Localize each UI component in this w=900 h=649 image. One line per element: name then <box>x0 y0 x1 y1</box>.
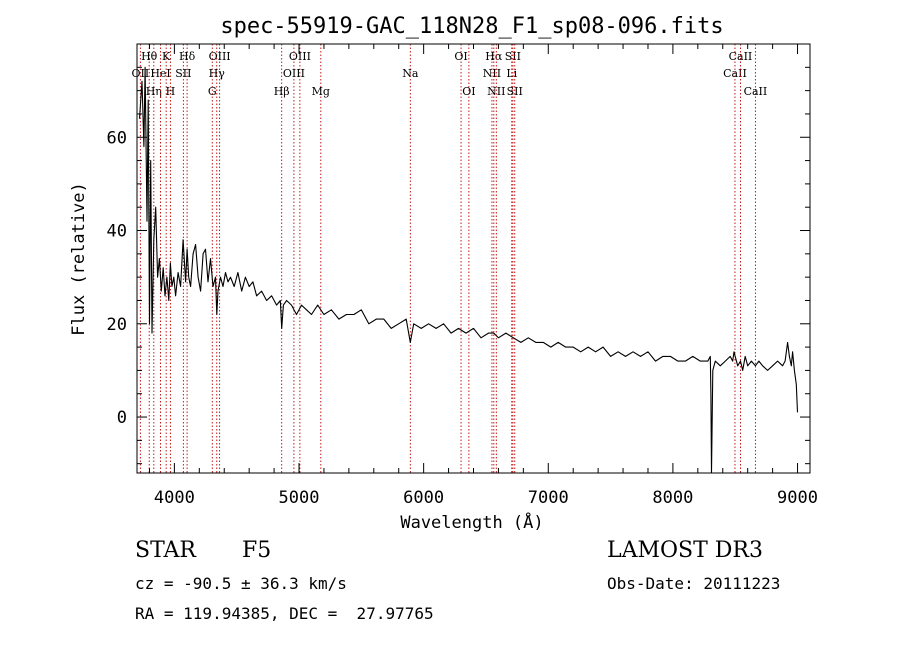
spectral-line-label: OI <box>462 85 475 98</box>
y-tick-label: 20 <box>107 315 127 335</box>
spectral-line-label: SII <box>505 50 521 63</box>
spectral-line-label: Hη <box>146 85 162 98</box>
redshift-velocity: cz = -90.5 ± 36.3 km/s <box>135 574 347 593</box>
spectral-line-label: Hγ <box>209 67 226 80</box>
plot-area <box>138 66 799 474</box>
object-class: STAR <box>135 538 196 563</box>
spectral-line-label: K <box>162 50 171 63</box>
y-tick-label: 60 <box>107 128 127 148</box>
spectral-line-label: NII <box>483 67 501 80</box>
spectral-line-label: CaII <box>729 50 753 63</box>
y-axis-label: Flux (relative) <box>69 182 89 336</box>
spectral-line-label: OII <box>132 67 150 80</box>
spectral-line-label: OIII <box>209 50 231 63</box>
spectral-line-label: CaII <box>723 67 747 80</box>
y-tick-label: 0 <box>117 408 127 428</box>
x-tick-label: 7000 <box>528 488 569 508</box>
x-tick-label: 5000 <box>279 488 320 508</box>
axes: 4000 5000 6000 7000 8000 9000 0 20 40 60 <box>107 43 818 508</box>
spectral-line-label: Hδ <box>179 50 196 63</box>
spectral-line-label: CaII <box>744 85 768 98</box>
spectral-line-label: Li <box>506 67 517 80</box>
spectral-line-label: H <box>166 85 176 98</box>
x-tick-label: 8000 <box>652 488 693 508</box>
spectral-line-label: HeI <box>150 67 170 80</box>
object-subclass: F5 <box>242 538 272 563</box>
spectral-line-label: G <box>208 85 217 98</box>
spectral-line-label: SII <box>175 67 191 80</box>
x-tick-label: 4000 <box>154 488 195 508</box>
survey-name: LAMOST DR3 <box>607 538 763 563</box>
spectral-lines-layer: OII Hθ Hη HeI K H SII Hδ G Hγ OIII Hβ OIII OIII Mg Na OI… <box>132 44 768 473</box>
spectrum-series-line <box>138 66 799 474</box>
y-tick-label: 40 <box>107 222 127 242</box>
spectral-line-label: Hβ <box>274 85 290 98</box>
observation-date: Obs-Date: 20111223 <box>607 574 781 593</box>
x-tick-label: 9000 <box>777 488 818 508</box>
spectral-line-label: OIII <box>289 50 311 63</box>
x-axis-label: Wavelength (Å) <box>400 511 543 533</box>
spectral-line-label: Na <box>402 67 419 80</box>
spectral-line-label: Hα <box>485 50 503 63</box>
spectral-line-label: NII <box>487 85 505 98</box>
chart-title: spec-55919-GAC_118N28_F1_sp08-096.fits <box>220 14 723 39</box>
spectral-line-label: Mg <box>312 85 330 98</box>
spectral-line-label: SII <box>507 85 523 98</box>
x-tick-label: 6000 <box>403 488 444 508</box>
coordinates: RA = 119.94385, DEC = 27.97765 <box>135 604 434 623</box>
spectral-line-label: Hθ <box>141 50 158 63</box>
plot-frame <box>136 43 811 474</box>
spectral-line-label: OI <box>454 50 467 63</box>
spectral-line-label: OIII <box>283 67 305 80</box>
